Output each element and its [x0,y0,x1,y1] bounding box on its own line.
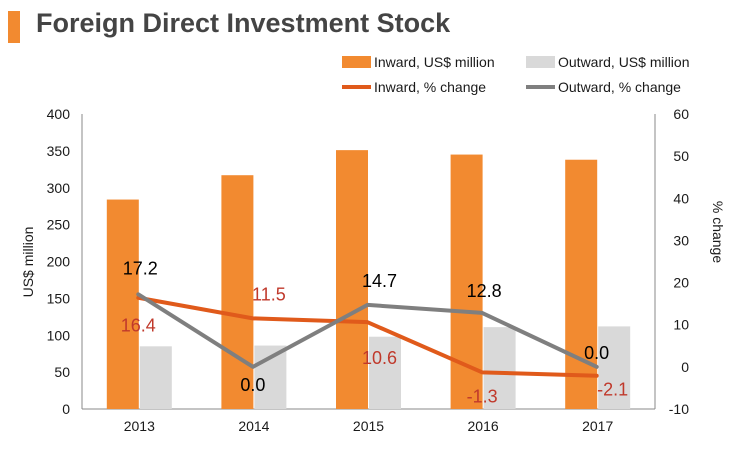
bar-inward [106,199,139,409]
y-tick-label: 400 [47,106,71,122]
bar-inward [565,159,598,409]
x-tick-label: 2016 [468,418,499,434]
y2-tick-label: 20 [673,275,689,291]
legend-label-outward-bar: Outward, US$ million [558,54,690,70]
y-axis-title: US$ million [20,227,36,298]
x-tick-label: 2013 [124,418,155,434]
bar-inward [336,150,368,409]
bar-outward [369,336,401,409]
title-accent-bar [8,11,20,43]
data-label-outward-pct: 12.8 [467,281,502,301]
data-label-inward-pct: -2.1 [597,380,628,400]
y-tick-label: 50 [54,364,70,380]
y2-tick-label: 50 [673,148,689,164]
legend-label-outward-line: Outward, % change [558,79,681,95]
y-tick-label: 300 [47,180,71,196]
data-label-outward-pct: 0.0 [584,343,609,363]
legend-swatch-inward-bar [342,56,371,68]
x-tick-label: 2014 [238,418,269,434]
y-tick-label: 0 [62,401,70,417]
y-tick-label: 200 [47,254,71,270]
y2-tick-label: 0 [681,359,689,375]
y2-tick-label: 10 [673,317,689,333]
data-label-outward-pct: 0.0 [240,375,265,395]
data-label-outward-pct: 17.2 [123,258,158,278]
page-title: Foreign Direct Investment Stock [36,8,451,38]
y-tick-label: 150 [47,290,71,306]
x-tick-label: 2017 [582,418,613,434]
x-tick-label: 2015 [353,418,384,434]
line-outward-pct [136,292,599,369]
data-label-inward-pct: 10.6 [362,348,397,368]
y2-tick-label: -10 [669,401,689,417]
y-tick-label: 350 [47,143,71,159]
legend-swatch-outward-bar [526,56,555,68]
y2-tick-label: 40 [673,190,689,206]
y2-axis-title: % change [710,201,726,263]
y2-tick-label: 30 [673,232,689,248]
line-inward-pct [136,295,599,378]
legend-label-inward-line: Inward, % change [374,79,486,95]
bar-outward [139,346,172,409]
data-label-inward-pct: 11.5 [252,284,286,304]
data-label-inward-pct: 16.4 [121,316,156,336]
bar-outward [483,327,516,409]
y-tick-label: 250 [47,217,71,233]
data-label-inward-pct: -1.3 [467,386,498,406]
y2-tick-label: 60 [673,106,689,122]
bar-inward [221,175,254,409]
data-label-outward-pct: 14.7 [362,271,397,291]
y-tick-label: 100 [47,327,71,343]
bar-outward [598,326,631,409]
legend-label-inward-bar: Inward, US$ million [374,54,495,70]
